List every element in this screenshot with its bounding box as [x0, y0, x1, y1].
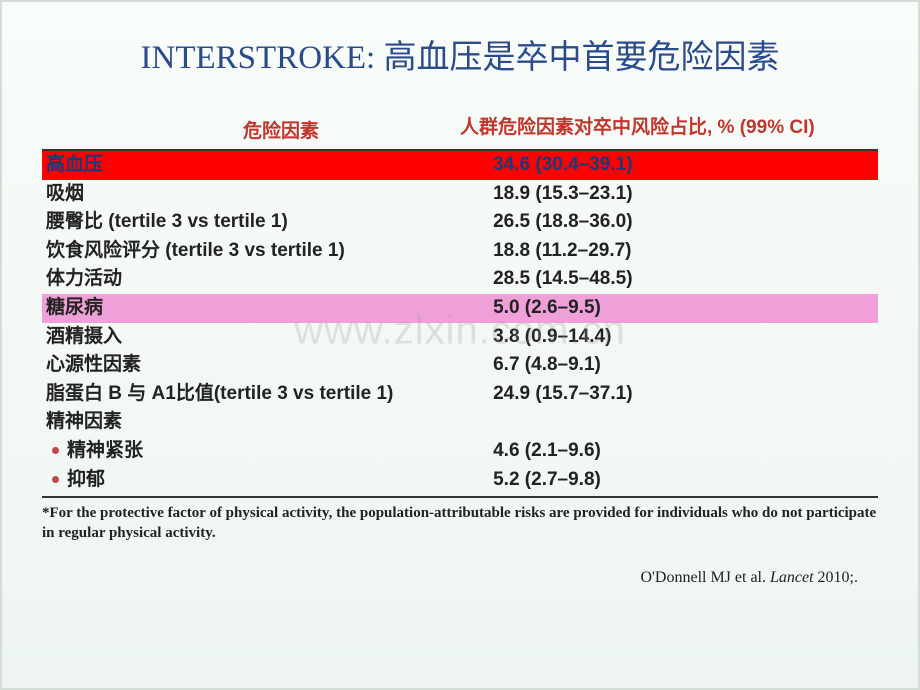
row-label: 糖尿病 — [46, 295, 493, 322]
table-row: 精神因素 — [42, 408, 878, 437]
row-label: 腰臀比 (tertile 3 vs tertile 1) — [46, 209, 493, 236]
row-label-text: 饮食风险评分 (tertile 3 vs tertile 1) — [46, 240, 345, 261]
table-row: 糖尿病 5.0 (2.6–9.5) — [42, 294, 878, 323]
row-label-text: 脂蛋白 B 与 A1比值(tertile 3 vs tertile 1) — [46, 383, 393, 404]
bullet-icon — [52, 476, 59, 483]
table-row: 体力活动 28.5 (14.5–48.5) — [42, 265, 878, 294]
row-value: 18.9 (15.3–23.1) — [493, 181, 874, 208]
table-row: 高血压 34.6 (30.4–39.1) — [42, 151, 878, 180]
slide-container: INTERSTROKE: 高血压是卒中首要危险因素 危险因素 人群危险因素对卒中… — [0, 0, 920, 690]
row-value: 18.8 (11.2–29.7) — [493, 238, 874, 265]
row-label: 精神因素 — [46, 409, 493, 436]
table-row: 饮食风险评分 (tertile 3 vs tertile 1) 18.8 (11.… — [42, 237, 878, 266]
row-value: 6.7 (4.8–9.1) — [493, 352, 874, 379]
bottom-divider — [42, 496, 878, 498]
row-label-text: 糖尿病 — [46, 297, 103, 318]
row-label-text: 精神紧张 — [67, 440, 143, 461]
row-label: 体力活动 — [46, 266, 493, 293]
table-row: 吸烟 18.9 (15.3–23.1) — [42, 180, 878, 209]
citation-journal: Lancet — [770, 569, 814, 586]
citation: O'Donnell MJ et al. Lancet 2010;. — [42, 569, 878, 587]
row-label: 酒精摄入 — [46, 324, 493, 351]
table-row: 脂蛋白 B 与 A1比值(tertile 3 vs tertile 1) 24.9… — [42, 380, 878, 409]
bullet-icon — [52, 447, 59, 454]
row-value: 26.5 (18.8–36.0) — [493, 209, 874, 236]
row-label-text: 体力活动 — [46, 268, 122, 289]
header-population-risk: 人群危险因素对卒中风险占比, % (99% CI) — [460, 116, 878, 143]
row-label: 吸烟 — [46, 181, 493, 208]
citation-author: O'Donnell MJ et al. — [640, 569, 770, 586]
row-value: 28.5 (14.5–48.5) — [493, 266, 874, 293]
table-row: 抑郁 5.2 (2.7–9.8) — [42, 466, 878, 495]
row-label-text: 高血压 — [46, 154, 103, 175]
row-label-text: 精神因素 — [46, 411, 122, 432]
table-row: 酒精摄入 3.8 (0.9–14.4) — [42, 323, 878, 352]
row-label: 精神紧张 — [46, 438, 493, 465]
row-label-text: 酒精摄入 — [46, 326, 122, 347]
row-label-text: 抑郁 — [67, 469, 105, 490]
row-label-text: 腰臀比 (tertile 3 vs tertile 1) — [46, 211, 288, 232]
row-value: 5.2 (2.7–9.8) — [493, 467, 874, 494]
footnote-text: *For the protective factor of physical a… — [42, 504, 878, 543]
row-value — [493, 409, 874, 436]
row-label: 脂蛋白 B 与 A1比值(tertile 3 vs tertile 1) — [46, 381, 493, 408]
row-value: 3.8 (0.9–14.4) — [493, 324, 874, 351]
row-value: 5.0 (2.6–9.5) — [493, 295, 874, 322]
table-row: 腰臀比 (tertile 3 vs tertile 1) 26.5 (18.8–3… — [42, 208, 878, 237]
slide-title: INTERSTROKE: 高血压是卒中首要危险因素 — [42, 30, 878, 78]
header-risk-factor: 危险因素 — [42, 116, 460, 143]
table-header-row: 危险因素 人群危险因素对卒中风险占比, % (99% CI) — [42, 116, 878, 143]
table-row: 精神紧张 4.6 (2.1–9.6) — [42, 437, 878, 466]
row-value: 24.9 (15.7–37.1) — [493, 381, 874, 408]
row-value: 34.6 (30.4–39.1) — [493, 152, 874, 179]
row-label: 抑郁 — [46, 467, 493, 494]
row-label: 饮食风险评分 (tertile 3 vs tertile 1) — [46, 238, 493, 265]
row-value: 4.6 (2.1–9.6) — [493, 438, 874, 465]
citation-year: 2010;. — [814, 569, 858, 586]
table-row: 心源性因素 6.7 (4.8–9.1) — [42, 351, 878, 380]
row-label: 高血压 — [46, 152, 493, 179]
row-label-text: 吸烟 — [46, 183, 84, 204]
row-label-text: 心源性因素 — [46, 354, 141, 375]
table-body: 高血压34.6 (30.4–39.1)吸烟18.9 (15.3–23.1)腰臀比… — [42, 151, 878, 494]
row-label: 心源性因素 — [46, 352, 493, 379]
